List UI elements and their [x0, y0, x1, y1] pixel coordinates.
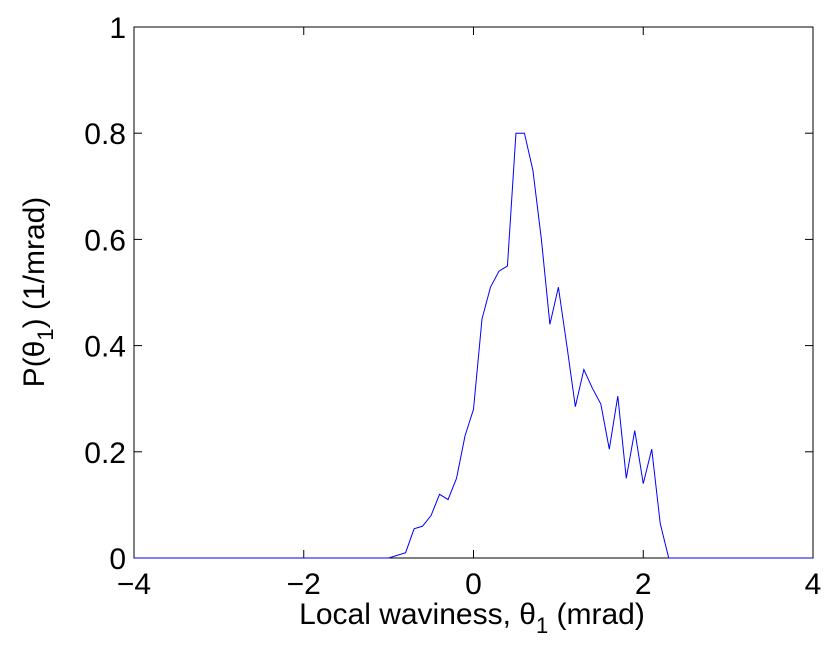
x-axis-label-symbol: θ [519, 598, 536, 631]
y-tick-label: 0.8 [84, 118, 126, 151]
y-axis-label-suffix: ) (1/mrad) [18, 197, 51, 329]
y-axis-label-subscript: 1 [33, 328, 58, 340]
y-axis-label-prefix: P( [18, 357, 51, 387]
x-axis-label-subscript: 1 [536, 613, 548, 638]
x-axis-label-suffix: (mrad) [548, 598, 645, 631]
y-tick-label: 0 [109, 543, 126, 576]
y-tick-label: 0.4 [84, 331, 126, 364]
x-tick-label: −2 [287, 568, 321, 601]
y-tick-label: 1 [109, 12, 126, 45]
x-tick-label: −4 [117, 568, 151, 601]
y-axis-ticks: 0 0.2 0.4 0.6 0.8 1 [84, 12, 813, 576]
series-layer [134, 132, 813, 559]
x-tick-label: 2 [635, 568, 652, 601]
x-axis-label-prefix: Local waviness, [299, 598, 519, 631]
x-tick-label: 4 [805, 568, 822, 601]
y-tick-label: 0.2 [84, 437, 126, 470]
x-axis-ticks: −4 −2 0 2 4 [117, 27, 821, 601]
y-axis-label-symbol: θ [18, 341, 51, 358]
y-axis-label: P(θ1) (1/mrad) [18, 197, 58, 388]
series-line [134, 132, 813, 559]
x-tick-label: 0 [465, 568, 482, 601]
y-tick-label: 0.6 [84, 224, 126, 257]
x-axis-label: Local waviness, θ1 (mrad) [299, 598, 645, 638]
plot-area-background [134, 27, 813, 558]
